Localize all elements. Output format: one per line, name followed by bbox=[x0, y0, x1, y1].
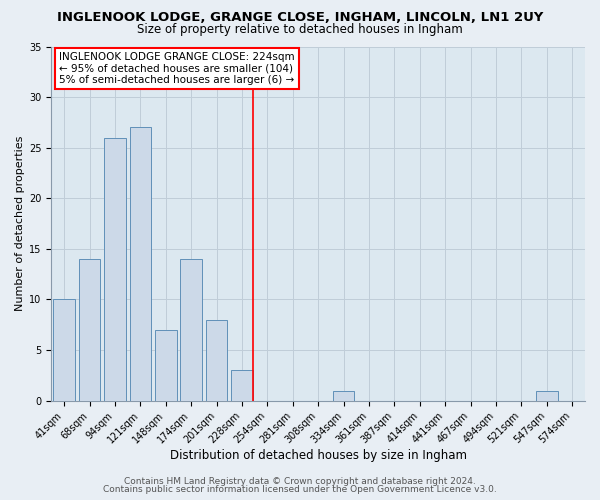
Text: Contains HM Land Registry data © Crown copyright and database right 2024.: Contains HM Land Registry data © Crown c… bbox=[124, 477, 476, 486]
Y-axis label: Number of detached properties: Number of detached properties bbox=[15, 136, 25, 312]
Text: Size of property relative to detached houses in Ingham: Size of property relative to detached ho… bbox=[137, 22, 463, 36]
Bar bbox=[155, 330, 176, 400]
Text: Contains public sector information licensed under the Open Government Licence v3: Contains public sector information licen… bbox=[103, 485, 497, 494]
Bar bbox=[79, 259, 100, 400]
Bar bbox=[104, 138, 126, 400]
Bar bbox=[206, 320, 227, 400]
X-axis label: Distribution of detached houses by size in Ingham: Distribution of detached houses by size … bbox=[170, 450, 467, 462]
Bar bbox=[231, 370, 253, 400]
Text: INGLENOOK LODGE, GRANGE CLOSE, INGHAM, LINCOLN, LN1 2UY: INGLENOOK LODGE, GRANGE CLOSE, INGHAM, L… bbox=[57, 11, 543, 24]
Bar bbox=[333, 390, 355, 400]
Bar bbox=[130, 128, 151, 400]
Bar bbox=[536, 390, 557, 400]
Bar bbox=[53, 300, 75, 400]
Bar bbox=[181, 259, 202, 400]
Text: INGLENOOK LODGE GRANGE CLOSE: 224sqm
← 95% of detached houses are smaller (104)
: INGLENOOK LODGE GRANGE CLOSE: 224sqm ← 9… bbox=[59, 52, 295, 85]
